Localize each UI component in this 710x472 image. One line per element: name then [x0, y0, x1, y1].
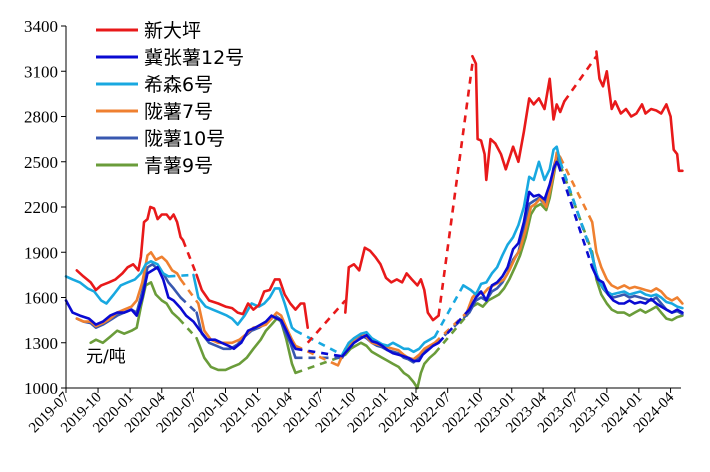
series-dashed-segment — [306, 299, 347, 344]
series-dashed-segment — [179, 296, 198, 314]
y-tick-label: 2200 — [24, 198, 58, 217]
series-dashed-segment — [294, 344, 339, 367]
series-dashed-segment — [168, 273, 194, 278]
series-segment — [467, 160, 560, 311]
series-segment — [471, 54, 566, 182]
series-dashed-segment — [558, 161, 592, 250]
series-segment — [336, 341, 437, 390]
series-dashed-segment — [563, 55, 598, 103]
series-segment — [461, 145, 562, 296]
unit-label: 元/吨 — [86, 347, 126, 367]
series-segment — [590, 220, 684, 305]
series-segment — [192, 273, 297, 333]
series-dashed-segment — [181, 239, 198, 276]
series-dashed-segment — [433, 311, 471, 346]
series-segment — [340, 333, 440, 363]
y-tick-label: 1000 — [24, 379, 58, 398]
series-dashed-segment — [177, 317, 198, 340]
legend-label: 新大坪 — [144, 20, 201, 42]
series-segment — [64, 259, 170, 305]
series-segment — [75, 251, 182, 328]
series-segment — [64, 265, 297, 351]
series-dashed-segment — [179, 278, 200, 305]
x-axis-ticks: 2019-072019-102020-012020-042020-072020-… — [26, 388, 678, 436]
y-tick-label: 1900 — [24, 243, 58, 262]
series-dashed-segment — [433, 314, 468, 355]
legend-label: 陇薯7号 — [144, 101, 213, 123]
y-axis-ticks: 1000 1300 1600 1900 2200 2500 2800 3100 3400 — [24, 17, 66, 398]
series-line — [64, 145, 684, 357]
series-line — [64, 160, 684, 363]
legend-label: 陇薯10号 — [144, 128, 225, 150]
series-dashed-segment — [437, 63, 474, 316]
y-tick-label: 3100 — [24, 62, 58, 81]
series-segment — [195, 317, 297, 375]
series-segment — [89, 281, 181, 345]
legend-label: 青薯9号 — [144, 155, 213, 177]
y-tick-label: 3400 — [24, 17, 58, 36]
series-dashed-segment — [433, 284, 465, 338]
series-segment — [340, 330, 437, 357]
y-tick-label: 1300 — [24, 334, 58, 353]
y-tick-label: 2800 — [24, 108, 58, 127]
series-segment — [590, 254, 684, 316]
series-line — [75, 50, 684, 344]
legend-label: 冀张薯12号 — [144, 47, 244, 69]
series-dashed-segment — [294, 329, 343, 356]
series-segment — [590, 251, 684, 322]
series-segment — [343, 246, 440, 322]
series-dashed-segment — [295, 356, 339, 375]
series-line — [75, 151, 684, 367]
series-line — [75, 154, 684, 364]
series-segment — [75, 205, 185, 292]
y-tick-label: 2500 — [24, 153, 58, 172]
series-segment — [595, 50, 684, 173]
series-dashed-segment — [557, 164, 594, 268]
plot-lines — [64, 50, 684, 390]
legend-label: 希森6号 — [144, 74, 213, 96]
series-dashed-segment — [295, 347, 343, 358]
series-segment — [590, 265, 684, 314]
series-segment — [195, 273, 310, 330]
y-tick-label: 1600 — [24, 289, 58, 308]
